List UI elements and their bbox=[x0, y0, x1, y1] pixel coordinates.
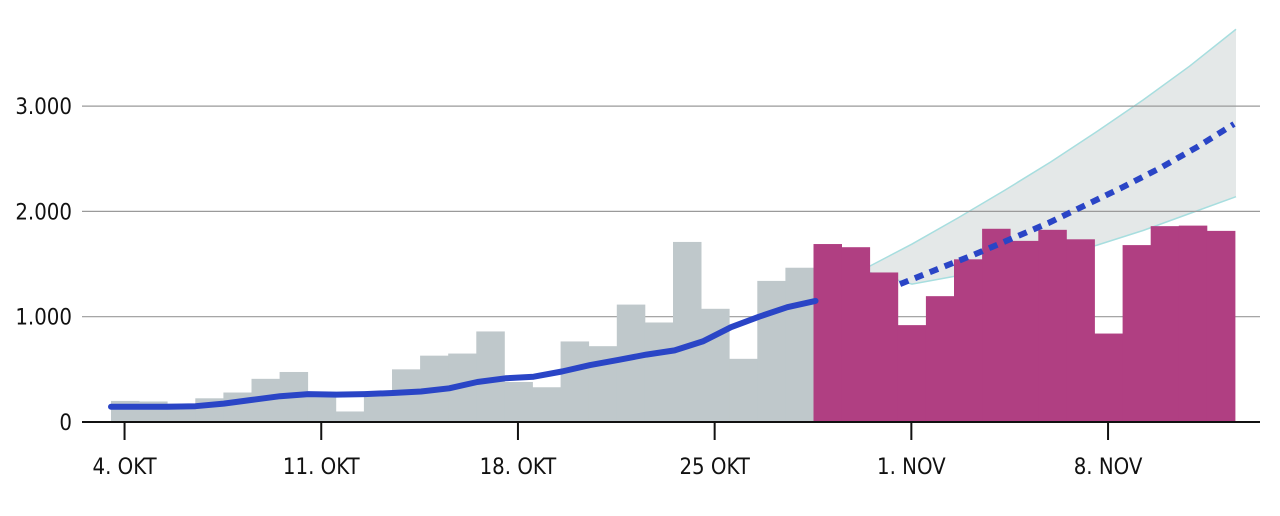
bar-recent bbox=[982, 228, 1011, 422]
confidence-band-area bbox=[865, 29, 1236, 285]
bar-past bbox=[588, 346, 618, 422]
bar-recent bbox=[897, 325, 927, 422]
bar-recent bbox=[1206, 230, 1236, 422]
x-tick-label: 25 OKT bbox=[679, 455, 750, 480]
bar-past bbox=[616, 304, 646, 422]
bar-recent bbox=[1178, 225, 1208, 422]
x-tick-label: 11. OKT bbox=[283, 455, 361, 480]
bar-past bbox=[757, 280, 786, 422]
x-tick-label: 1. NOV bbox=[877, 455, 946, 480]
x-tick-label: 4. OKT bbox=[93, 455, 158, 480]
y-tick-label: 0 bbox=[59, 411, 72, 436]
x-axis: 4. OKT 11. OKT 18. OKT 25 OKT 1. NOV 8. NOV bbox=[82, 421, 1260, 480]
x-tick-label: 8. NOV bbox=[1074, 455, 1143, 480]
bar-recent bbox=[925, 296, 955, 422]
bar-past bbox=[560, 341, 590, 422]
bar-past bbox=[729, 358, 758, 422]
trend-lines bbox=[108, 121, 1236, 410]
y-tick-label: 3.000 bbox=[15, 95, 72, 120]
y-axis: 0 1.000 2.000 3.000 bbox=[15, 95, 72, 436]
bar-recent bbox=[1010, 240, 1039, 422]
bar-recent bbox=[841, 247, 871, 422]
bar-recent bbox=[1094, 333, 1123, 422]
bar-past bbox=[223, 392, 252, 422]
bar-past bbox=[363, 393, 393, 422]
x-tick-label: 18. OKT bbox=[480, 455, 558, 480]
bar-past bbox=[644, 322, 674, 422]
bars bbox=[111, 225, 1236, 422]
y-tick-label: 1.000 bbox=[15, 306, 72, 331]
confidence-band-upper bbox=[865, 28, 1237, 269]
trend-line bbox=[108, 297, 819, 410]
bar-past bbox=[335, 411, 365, 422]
bar-recent bbox=[1066, 239, 1095, 422]
forecast-line bbox=[898, 121, 1236, 287]
bar-past bbox=[701, 308, 730, 422]
bar-recent bbox=[1150, 226, 1180, 422]
y-tick-label: 2.000 bbox=[15, 200, 72, 225]
bar-recent bbox=[813, 244, 842, 422]
bar-recent bbox=[954, 259, 983, 422]
bar-past bbox=[673, 241, 702, 422]
bar-recent bbox=[1122, 245, 1152, 422]
bar-recent bbox=[1038, 229, 1067, 422]
bar-past bbox=[532, 387, 561, 422]
bar-past bbox=[504, 381, 533, 422]
bar-past bbox=[307, 394, 337, 422]
bar-recent bbox=[869, 272, 899, 422]
bar-past bbox=[785, 267, 814, 422]
